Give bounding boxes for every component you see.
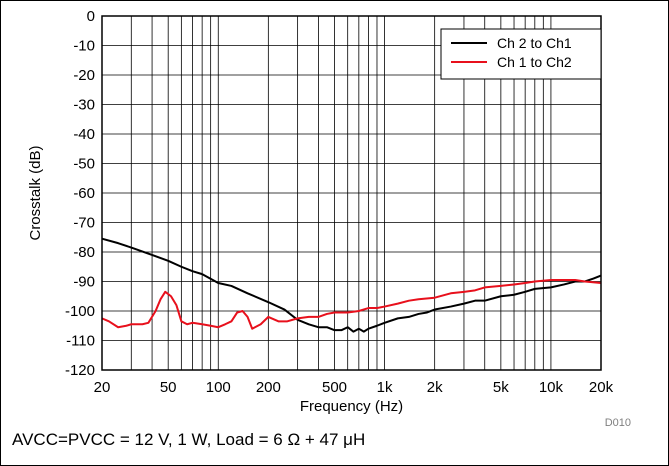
y-tick-label: -90 [73,274,95,291]
y-tick-label: -80 [73,244,95,261]
plot-border [101,15,602,371]
y-tick-labels: 0 -10 -20 -30 -40 -50 -60 -70 -80 -90 -100 -110 -120 [65,8,95,379]
x-tick-label: 50 [160,379,177,396]
y-tick-label: -10 [73,38,95,55]
y-tick-label: 0 [87,8,95,25]
y-tick-label: -70 [73,215,95,232]
y-tick-label: -60 [73,185,95,202]
x-tick-labels: 20 50 100 200 500 1k 2k 5k 10k 20k [94,379,614,396]
legend: Ch 2 to Ch1 Ch 1 to Ch2 [440,28,602,80]
x-axis-label: Frequency (Hz) [300,398,403,415]
y-tick-label: -20 [73,67,95,84]
y-axis-label: Crosstalk (dB) [27,145,44,240]
x-tick-label: 2k [427,379,443,396]
x-tick-label: 10k [539,379,564,396]
x-tick-label: 100 [206,379,231,396]
series-line-2 [101,279,602,330]
legend-box [440,28,602,80]
y-tick-label: -110 [66,333,95,350]
y-tick-label: -40 [73,126,95,143]
x-tick-label: 20k [589,379,614,396]
legend-label-2: Ch 1 to Ch2 [497,54,572,70]
x-tick-label: 1k [377,379,393,396]
x-tick-label: 5k [493,379,509,396]
series-layer [101,237,602,333]
y-tick-label: -30 [73,97,95,114]
legend-label-1: Ch 2 to Ch1 [497,35,572,51]
series-line-1 [101,237,602,333]
x-tick-label: 200 [256,379,281,396]
figure-id: D010 [605,417,631,429]
y-tick-label: -50 [73,156,95,173]
x-tick-label: 20 [94,379,111,396]
x-tick-label: 500 [322,379,347,396]
y-tick-label: -120 [65,362,95,379]
y-tick-label: -100 [65,303,95,320]
test-conditions-caption: AVCC=PVCC = 12 V, 1 W, Load = 6 Ω + 47 μ… [12,430,366,449]
